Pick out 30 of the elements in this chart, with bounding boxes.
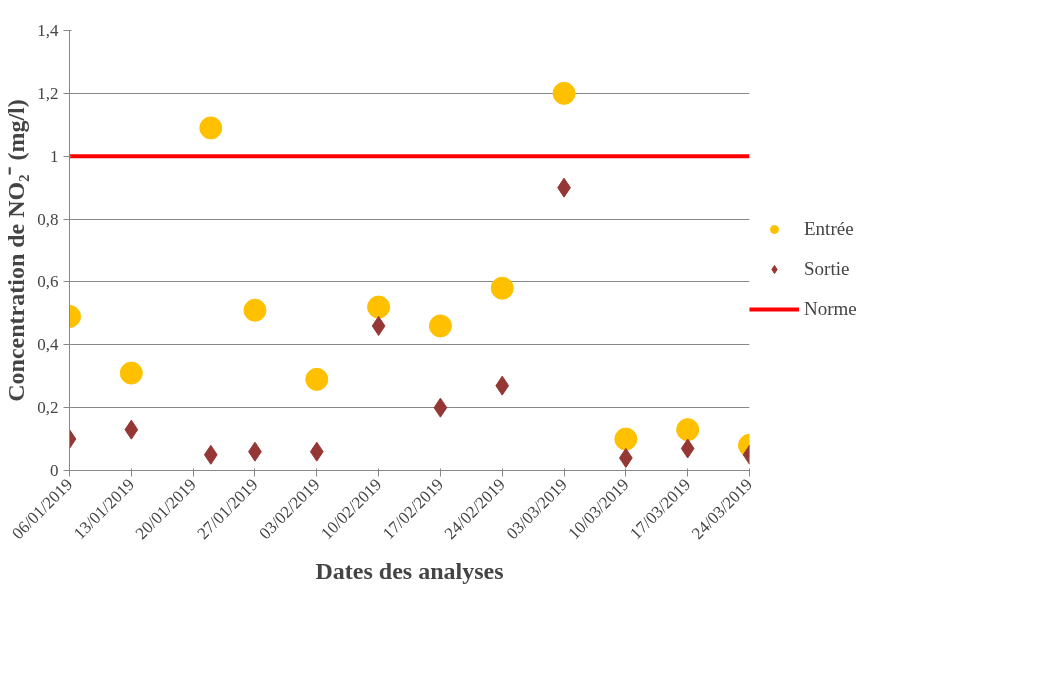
point: [124, 419, 139, 440]
legend-label: Norme: [804, 298, 857, 320]
y-tick-label: 0,8: [37, 209, 59, 229]
y-tick-label: 0,6: [37, 272, 59, 292]
point: [309, 441, 324, 462]
point: [552, 81, 576, 105]
point: [119, 361, 143, 385]
point: [243, 298, 267, 322]
y-tick-label: 1,4: [37, 21, 59, 40]
legend-label: Sortie: [804, 258, 850, 280]
point: [680, 438, 695, 459]
x-axis-title: Dates des analyses: [315, 557, 504, 584]
point: [199, 116, 223, 140]
y-tick-label: 0,4: [37, 335, 59, 355]
point: [203, 444, 218, 465]
y-tick-label: 0,2: [37, 398, 59, 418]
point: [490, 276, 514, 300]
point: [433, 397, 448, 418]
point: [495, 375, 510, 396]
point: [371, 315, 386, 336]
y-tick-label: 1: [50, 146, 59, 166]
point: [367, 295, 391, 319]
y-tick-label: 1,2: [37, 83, 59, 103]
point: [428, 314, 452, 338]
point: [305, 367, 329, 391]
y-axis-title: Concentration de NO₂⁻ (mg/l): [3, 99, 30, 402]
point: [614, 427, 638, 451]
point: [676, 418, 700, 442]
legend-label: Entrée: [804, 218, 854, 240]
y-tick-label: 0: [50, 461, 59, 480]
